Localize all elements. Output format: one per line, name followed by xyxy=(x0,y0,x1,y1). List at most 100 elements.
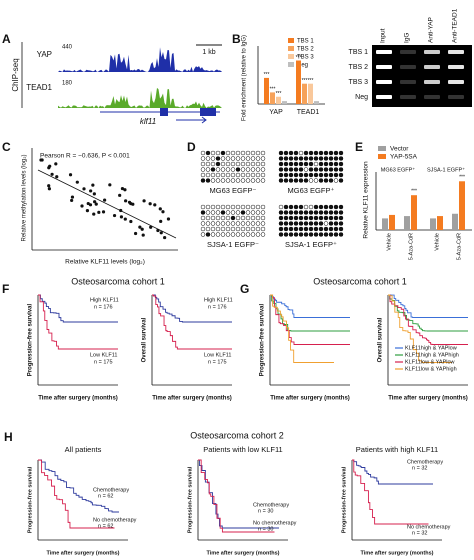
scatter-point xyxy=(129,219,133,224)
significance: *** xyxy=(302,78,308,84)
survival-curve xyxy=(352,459,429,525)
cpg-site xyxy=(338,221,344,226)
label: Chemotherapy xyxy=(93,487,129,493)
legend-label: KLF11low & YAPhigh xyxy=(405,366,457,372)
cpg-site xyxy=(308,161,314,167)
cpg-site xyxy=(278,172,284,178)
survival-curve xyxy=(388,294,468,332)
scatter-point xyxy=(39,158,43,162)
cpg-site xyxy=(328,215,334,221)
cpg-site xyxy=(288,161,294,167)
cpg-site xyxy=(210,215,216,221)
cpg-site xyxy=(210,178,216,183)
panel-letter: H xyxy=(4,430,13,444)
legend-label: KLF11low & YAPlow xyxy=(405,359,455,365)
cpg-site xyxy=(205,156,211,161)
label: Time after surgery (months) xyxy=(47,550,120,556)
cpg-site xyxy=(200,204,206,210)
cpg-site xyxy=(313,204,319,210)
survival-curve xyxy=(270,294,350,318)
track-scale: 180 xyxy=(62,81,73,87)
legend-swatch xyxy=(288,54,294,59)
legend-label: KLF11high & YAPlow xyxy=(405,345,457,351)
gel-band xyxy=(376,50,392,54)
cpg-site xyxy=(313,161,319,167)
cpg-site xyxy=(318,204,324,210)
cpg-site xyxy=(298,150,304,156)
cpg-site xyxy=(220,204,226,210)
cpg-site xyxy=(220,178,226,183)
cpg-site xyxy=(260,215,266,221)
panel-letter: E xyxy=(355,140,363,154)
bar xyxy=(270,92,275,104)
cpg-site xyxy=(288,232,294,237)
label: Progression-free survival xyxy=(187,466,193,533)
cpg-site xyxy=(293,232,299,237)
cpg-site xyxy=(328,204,334,210)
cpg-site xyxy=(215,215,221,221)
cpg-site xyxy=(225,172,231,178)
scatter-point xyxy=(70,198,74,203)
gene-arrow xyxy=(176,116,207,124)
cpg-site xyxy=(298,221,304,226)
cpg-site xyxy=(278,215,284,221)
bar xyxy=(430,218,436,230)
label: Progression-free survival xyxy=(27,466,33,533)
cpg-site xyxy=(298,204,304,210)
cpg-site xyxy=(308,226,314,232)
label: Chemotherapy xyxy=(253,502,289,508)
legend-label: TBS 2 xyxy=(297,47,314,53)
cpg-site xyxy=(298,210,304,215)
cpg-site xyxy=(230,172,236,178)
label: Overall survival xyxy=(142,317,148,362)
scatter-point xyxy=(142,199,146,203)
cpg-site xyxy=(240,161,246,167)
cpg-site xyxy=(283,232,289,237)
survival-curve xyxy=(198,459,279,529)
track-scale: 440 xyxy=(62,45,73,51)
sample-label: SJSA-1 EGFP⁻ xyxy=(207,240,259,249)
cpg-site xyxy=(293,172,299,178)
cpg-site xyxy=(278,178,284,183)
survival-curve xyxy=(152,294,232,323)
cpg-site xyxy=(293,150,299,156)
cpg-site xyxy=(210,232,216,237)
cpg-site xyxy=(338,232,344,237)
cpg-site xyxy=(235,221,241,226)
cpg-site xyxy=(318,156,324,161)
sample-label: SJSA-1 EGFP⁺ xyxy=(285,240,337,249)
scatter-point xyxy=(153,203,157,207)
cpg-site xyxy=(278,226,284,232)
cpg-site xyxy=(313,210,319,215)
cpg-site xyxy=(260,210,266,215)
cpg-site xyxy=(200,221,206,226)
survival-curve xyxy=(388,294,468,345)
cpg-site xyxy=(288,178,294,183)
cpg-site xyxy=(245,156,251,161)
cpg-site xyxy=(225,178,231,183)
cpg-site xyxy=(215,167,221,172)
bar xyxy=(276,96,281,104)
cpg-site xyxy=(293,167,299,172)
cpg-site xyxy=(255,204,261,210)
label: Time after surgery (months) xyxy=(388,396,468,402)
cpg-site xyxy=(313,215,319,221)
significance: *** xyxy=(270,87,276,93)
category-label: TEAD1 xyxy=(297,109,320,116)
cpg-site xyxy=(303,210,309,215)
cpg-site xyxy=(298,232,304,237)
cpg-site xyxy=(205,172,211,178)
cpg-site xyxy=(215,226,221,232)
label: Time after surgery (months) xyxy=(38,396,118,402)
survival-curve xyxy=(388,294,452,363)
cpg-site xyxy=(313,221,319,226)
cpg-site xyxy=(200,215,206,221)
cpg-site xyxy=(200,156,206,161)
cpg-site xyxy=(245,161,251,167)
legend-swatch xyxy=(378,146,386,151)
cpg-site xyxy=(288,156,294,161)
cpg-site xyxy=(323,210,329,215)
cpg-site xyxy=(288,167,294,172)
cpg-site xyxy=(245,232,251,237)
cpg-site xyxy=(250,226,256,232)
